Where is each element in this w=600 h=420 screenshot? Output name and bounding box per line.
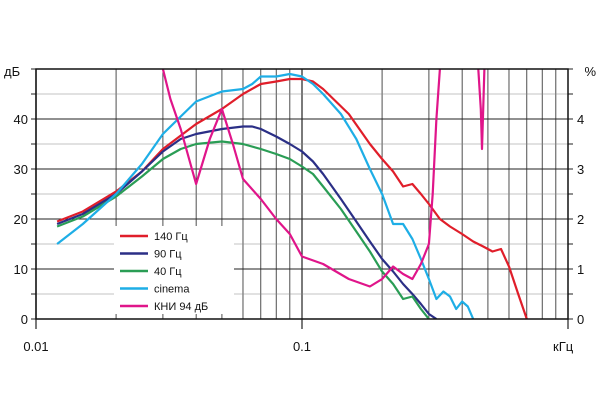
y-tick-label-right: 0 [577,312,584,327]
y-tick-label-right: 1 [577,262,584,277]
y-axis-unit-left: дБ [4,64,20,79]
y-tick-label-right: 2 [577,212,584,227]
x-tick-label: 0.1 [293,339,311,354]
series-line-2 [56,125,438,319]
data-series [56,69,528,319]
y-tick-label-left: 10 [14,262,28,277]
series-line-3 [56,140,430,319]
y-axis-unit-right: % [584,64,596,79]
y-tick-label-right: 4 [577,112,584,127]
y-tick-label-left: 20 [14,212,28,227]
x-axis-unit: кГц [553,339,574,354]
legend-label-4: cinema [154,284,190,296]
series-line-5 [161,69,441,288]
plot-frame [35,68,569,320]
legend-label-3: 40 Гц [154,266,182,278]
y-tick-label-left: 30 [14,162,28,177]
tick-labels: 0 10 20 30 40 0 1 2 3 4 0.01 0.1 [14,112,585,354]
series-line-1 [56,77,528,319]
y-tick-label-left: 0 [21,312,28,327]
y-tick-label-right: 3 [577,162,584,177]
legend-label-1: 140 Гц [154,231,188,243]
legend-label-5: КНИ 94 дБ [154,301,208,313]
legend: 140 Гц 90 Гц 40 Гц cinema КНИ 94 дБ [114,226,234,314]
legend-label-2: 90 Гц [154,249,182,261]
x-tick-label: 0.01 [23,339,48,354]
series-line-4 [56,72,475,319]
y-tick-label-left: 40 [14,112,28,127]
series-line-5-segment [477,69,486,151]
